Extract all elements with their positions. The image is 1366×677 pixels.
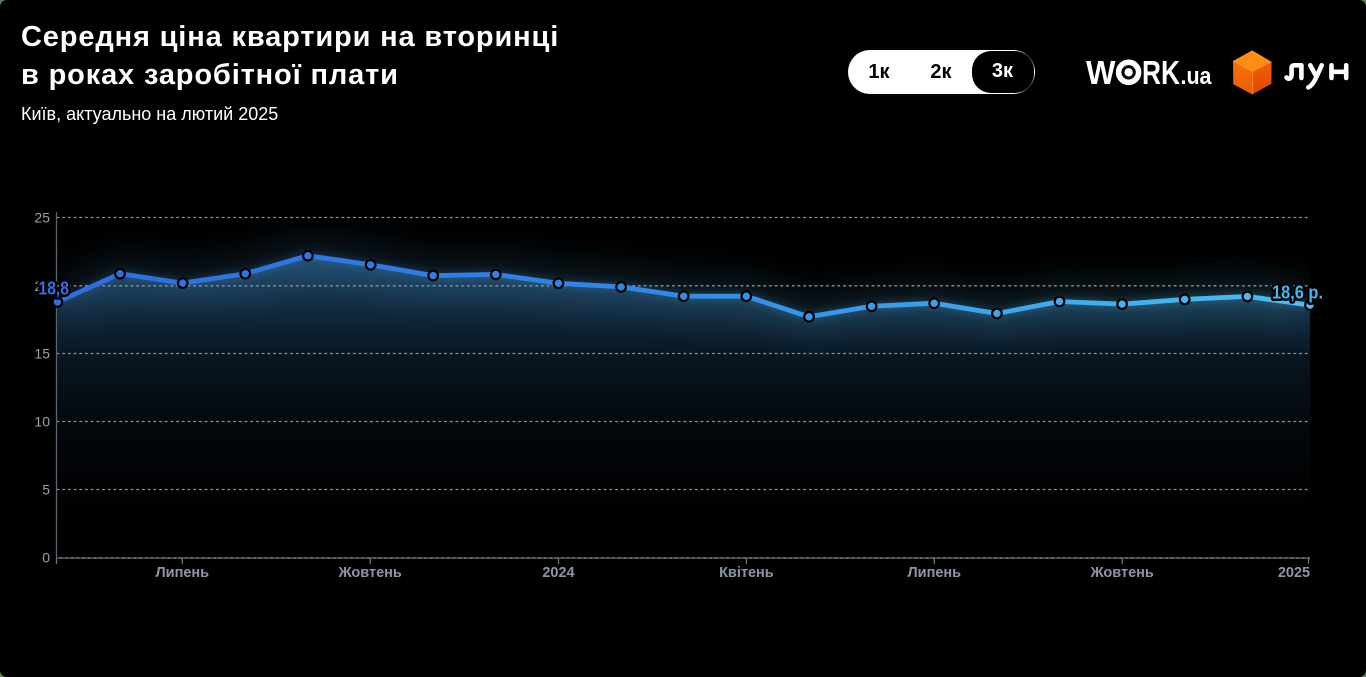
svg-text:2025: 2025 xyxy=(1278,565,1310,581)
svg-text:Квітень: Квітень xyxy=(719,565,774,581)
svg-text:0: 0 xyxy=(42,550,50,566)
svg-text:18,6 р.: 18,6 р. xyxy=(1272,282,1323,303)
svg-text:Липень: Липень xyxy=(908,565,962,581)
svg-text:18,8: 18,8 xyxy=(39,278,70,299)
svg-text:RK: RK xyxy=(1142,58,1180,91)
svg-text:20: 20 xyxy=(34,278,50,294)
svg-text:Липень: Липень xyxy=(156,565,210,581)
svg-text:Жовтень: Жовтень xyxy=(338,565,402,581)
svg-text:5: 5 xyxy=(42,482,50,498)
svg-text:.ua: .ua xyxy=(1181,63,1213,90)
svg-text:25: 25 xyxy=(34,210,50,226)
svg-text:10: 10 xyxy=(34,414,50,430)
svg-text:Жовтень: Жовтень xyxy=(1090,565,1154,581)
svg-text:2024: 2024 xyxy=(542,565,574,581)
svg-text:15: 15 xyxy=(34,346,50,362)
svg-text:W: W xyxy=(1086,58,1116,91)
